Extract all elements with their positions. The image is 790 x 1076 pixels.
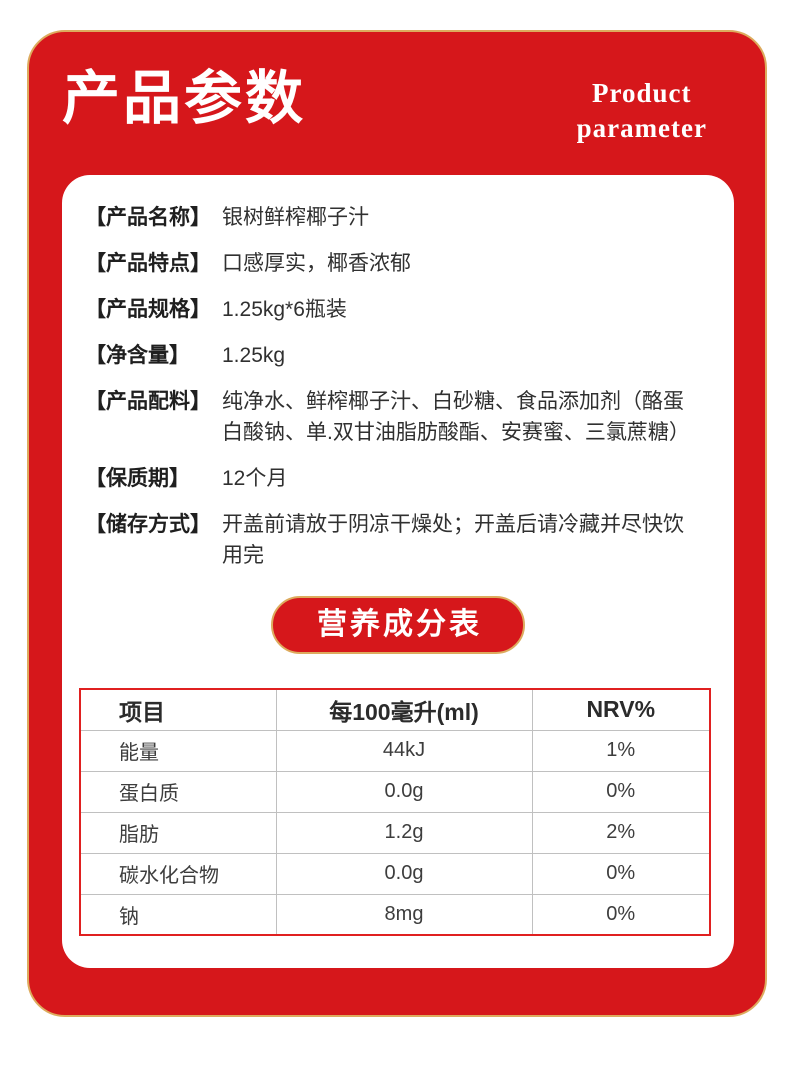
- spec-label: 【产品配料】: [85, 390, 211, 413]
- spec-label: 【产品规格】: [85, 298, 211, 321]
- nutrient-nrv: 0%: [531, 770, 711, 813]
- nutrient-amount: 8mg: [275, 893, 533, 936]
- spec-row-storage: 【储存方式】 开盖前请放于阴凉干燥处；开盖后请冷藏并尽快饮 用完: [85, 509, 710, 571]
- spec-row-product-spec: 【产品规格】 1.25kg*6瓶装: [85, 294, 710, 325]
- nutrition-table-header-row: 项目 每100毫升(ml) NRV%: [79, 688, 711, 731]
- page-title-english-line1: Product: [592, 78, 692, 108]
- spec-value: 12个月: [222, 467, 288, 490]
- spec-value: 开盖前请放于阴凉干燥处；开盖后请冷藏并尽快饮 用完: [222, 513, 684, 567]
- page-title-english: Product parameter: [577, 76, 707, 146]
- spec-value: 纯净水、鲜榨椰子汁、白砂糖、食品添加剂（酪蛋 白酸钠、单.双甘油脂肪酸酯、安赛蜜…: [222, 390, 690, 444]
- table-row-carbohydrate: 碳水化合物 0.0g 0%: [79, 852, 711, 895]
- spec-row-shelf-life: 【保质期】 12个月: [85, 463, 710, 494]
- page-title-english-line2: parameter: [576, 113, 707, 143]
- spec-list: 【产品名称】 银树鲜榨椰子汁 【产品特点】 口感厚实，椰香浓郁 【产品规格】 1…: [62, 175, 734, 571]
- spec-value: 口感厚实，椰香浓郁: [222, 252, 411, 275]
- spec-row-product-feature: 【产品特点】 口感厚实，椰香浓郁: [85, 248, 710, 279]
- nutrient-name: 碳水化合物: [79, 852, 277, 895]
- table-row-energy: 能量 44kJ 1%: [79, 729, 711, 772]
- spec-label: 【产品特点】: [85, 252, 211, 275]
- spec-value: 银树鲜榨椰子汁: [222, 206, 369, 229]
- nutrient-nrv: 1%: [531, 729, 711, 772]
- column-header-per-100ml: 每100毫升(ml): [275, 688, 533, 731]
- spec-label: 【储存方式】: [85, 513, 211, 536]
- column-header-nrv: NRV%: [531, 688, 711, 731]
- nutrient-nrv: 0%: [531, 852, 711, 895]
- spec-row-product-name: 【产品名称】 银树鲜榨椰子汁: [85, 202, 710, 233]
- spec-label: 【产品名称】: [85, 206, 211, 229]
- nutrient-nrv: 0%: [531, 893, 711, 936]
- table-row-sodium: 钠 8mg 0%: [79, 893, 711, 936]
- nutrient-name: 脂肪: [79, 811, 277, 854]
- nutrient-amount: 44kJ: [275, 729, 533, 772]
- table-row-protein: 蛋白质 0.0g 0%: [79, 770, 711, 813]
- spec-label: 【保质期】: [85, 467, 190, 490]
- nutrient-amount: 0.0g: [275, 852, 533, 895]
- spec-label: 【净含量】: [85, 344, 190, 367]
- spec-row-net-content: 【净含量】 1.25kg: [85, 340, 710, 371]
- nutrient-name: 钠: [79, 893, 277, 936]
- nutrient-amount: 1.2g: [275, 811, 533, 854]
- product-info-card: 【产品名称】 银树鲜榨椰子汁 【产品特点】 口感厚实，椰香浓郁 【产品规格】 1…: [62, 175, 734, 968]
- nutrient-nrv: 2%: [531, 811, 711, 854]
- nutrient-name: 蛋白质: [79, 770, 277, 813]
- nutrition-table-button[interactable]: 营养成分表: [271, 596, 525, 654]
- spec-row-ingredients: 【产品配料】 纯净水、鲜榨椰子汁、白砂糖、食品添加剂（酪蛋 白酸钠、单.双甘油脂…: [85, 386, 710, 448]
- nutrient-amount: 0.0g: [275, 770, 533, 813]
- table-row-fat: 脂肪 1.2g 2%: [79, 811, 711, 854]
- nutrition-table: 项目 每100毫升(ml) NRV% 能量 44kJ 1% 蛋白质 0.0g 0…: [79, 688, 711, 936]
- page-title: 产品参数: [62, 66, 307, 131]
- column-header-item: 项目: [79, 688, 277, 731]
- spec-value: 1.25kg*6瓶装: [222, 298, 347, 321]
- nutrient-name: 能量: [79, 729, 277, 772]
- product-parameter-panel: 产品参数 Product parameter 【产品名称】 银树鲜榨椰子汁 【产…: [27, 30, 767, 1017]
- spec-value: 1.25kg: [222, 344, 286, 367]
